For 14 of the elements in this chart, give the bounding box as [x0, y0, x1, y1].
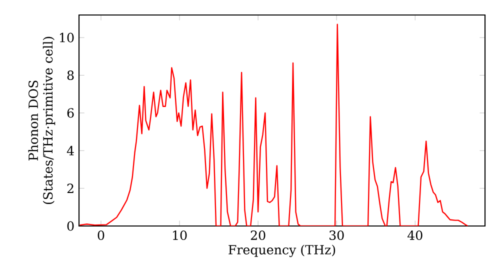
y-axis-title: Phonon DOS (States/THz·primitive cell) — [28, 36, 56, 204]
x-tick-label: 0 — [98, 230, 104, 240]
x-tick-label: 40 — [407, 230, 422, 240]
x-axis-title: Frequency (THz) — [228, 244, 336, 258]
y-tick-label: 8 — [67, 70, 74, 80]
x-tick-label: 30 — [330, 230, 344, 240]
y-tick-label: 4 — [66, 146, 74, 156]
x-tick-label: 20 — [250, 230, 266, 240]
x-tick-label: 10 — [173, 230, 187, 240]
y-tick-label: 2 — [67, 184, 74, 193]
y-tick-label: 10 — [60, 32, 74, 42]
line-series — [79, 24, 468, 226]
y-tick-label: 6 — [67, 108, 74, 118]
y-tick-label: 0 — [67, 221, 74, 231]
